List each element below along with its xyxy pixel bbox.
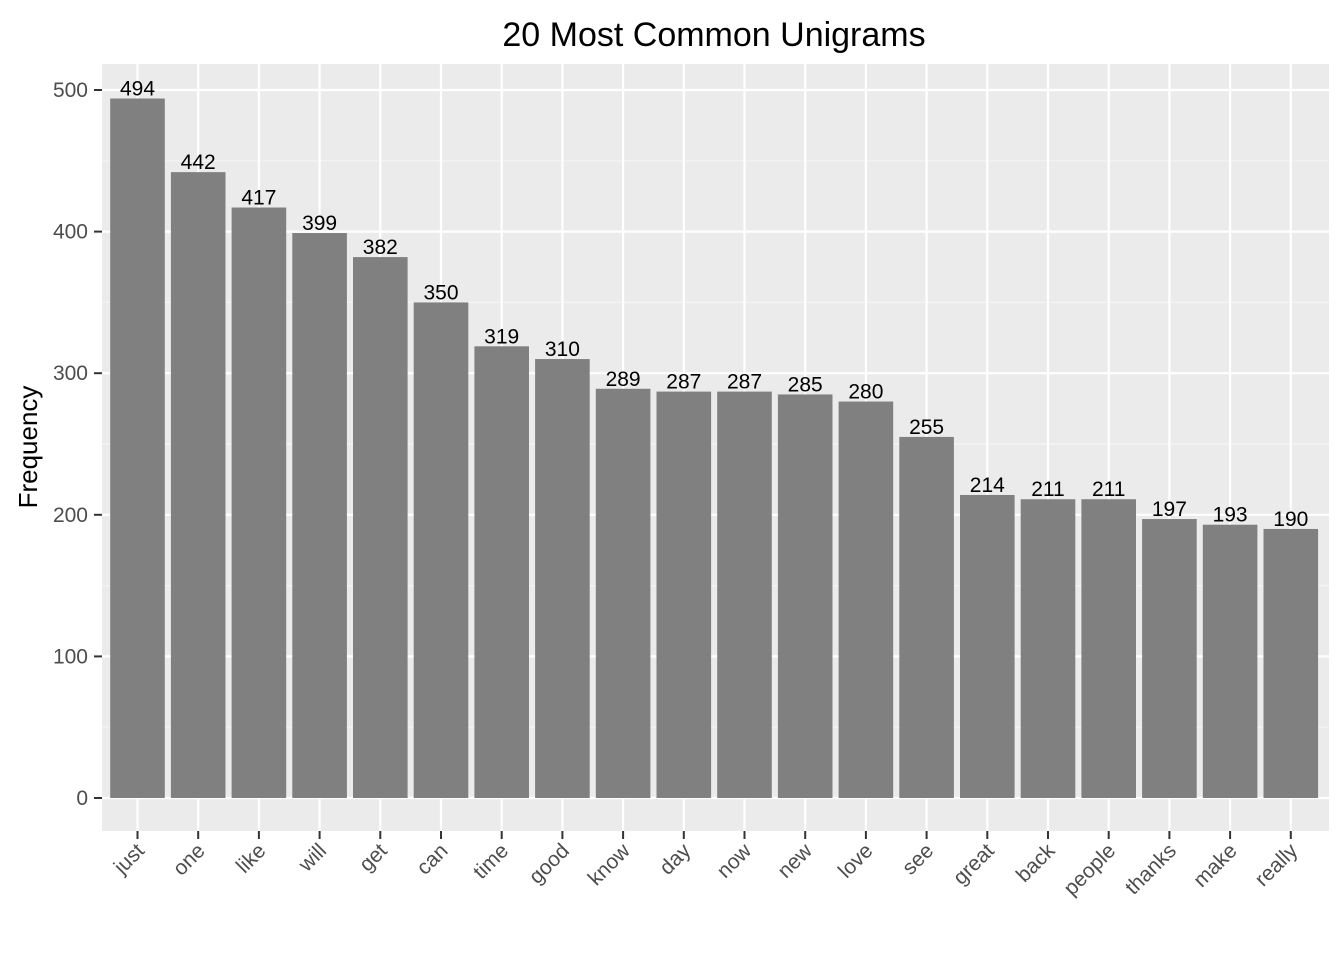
y-tick-label: 200 (53, 504, 88, 527)
data-label: 287 (727, 371, 762, 394)
x-tick-label: like (232, 839, 271, 878)
bar (777, 394, 833, 798)
data-label: 193 (1213, 504, 1248, 527)
data-label: 289 (606, 368, 641, 391)
data-label: 214 (970, 474, 1005, 497)
x-tick-label: make (1189, 839, 1242, 892)
y-axis: 0 100 200 300 400 500 (53, 79, 102, 810)
data-label: 382 (363, 236, 398, 259)
x-tick-label: just (109, 839, 149, 879)
bar (717, 391, 772, 798)
bar (1020, 499, 1076, 798)
bar (838, 401, 894, 798)
data-label: 287 (666, 371, 701, 394)
bar (231, 207, 287, 798)
bar (1081, 499, 1136, 798)
data-label: 280 (848, 381, 883, 404)
bar (110, 98, 165, 799)
bar (170, 172, 226, 799)
x-tick-label: day (655, 839, 696, 880)
bar (1142, 519, 1197, 798)
bar (656, 391, 712, 798)
x-tick-label: get (355, 839, 392, 876)
bar (1263, 528, 1319, 798)
y-tick-label: 400 (53, 221, 88, 244)
x-tick-label: see (898, 839, 938, 879)
y-axis-label: Frequency (13, 386, 43, 509)
data-label: 197 (1152, 498, 1187, 521)
data-label: 399 (302, 212, 337, 235)
bar (353, 257, 408, 798)
x-tick-label: now (713, 839, 757, 883)
chart-title: 20 Most Common Unigrams (502, 16, 925, 54)
data-label: 494 (120, 77, 155, 100)
bar (535, 359, 590, 798)
data-label: 310 (545, 338, 580, 361)
x-tick-label: great (949, 839, 999, 889)
x-tick-label: will (294, 839, 332, 877)
x-tick-label: really (1251, 839, 1303, 891)
x-tick-label: back (1012, 839, 1060, 887)
x-tick-label: know (584, 839, 636, 891)
data-label: 285 (788, 373, 823, 396)
data-label: 350 (423, 281, 458, 304)
data-label: 319 (484, 325, 519, 348)
data-label: 211 (1031, 478, 1064, 501)
x-tick-label: time (469, 839, 513, 883)
x-tick-label: one (169, 839, 210, 880)
x-tick-label: people (1059, 839, 1120, 900)
bars (110, 98, 1319, 799)
y-tick-label: 500 (53, 79, 88, 102)
data-label: 442 (181, 151, 216, 174)
y-tick-label: 300 (53, 362, 88, 385)
x-tick-label: can (412, 839, 452, 879)
x-axis: just one like will get can time good know day now n… (109, 831, 1303, 900)
data-label: 255 (909, 416, 944, 439)
bar (899, 436, 954, 798)
bar (292, 233, 347, 799)
data-label: 211 (1092, 478, 1125, 501)
x-tick-label: love (834, 839, 878, 883)
y-tick-label: 100 (53, 645, 88, 668)
x-tick-label: good (525, 839, 574, 888)
data-label: 190 (1273, 508, 1308, 531)
y-tick-label: 0 (76, 787, 88, 810)
data-label: 417 (241, 187, 276, 210)
bar (960, 494, 1015, 798)
bar (595, 388, 651, 798)
bar (474, 346, 529, 798)
bar (1202, 524, 1258, 798)
bar (413, 302, 469, 798)
x-tick-label: thanks (1121, 839, 1181, 899)
data-labels: 494 442 417 399 382 350 319 310 289 287 287 285 280 2… (120, 77, 1308, 530)
x-tick-label: new (773, 839, 817, 883)
